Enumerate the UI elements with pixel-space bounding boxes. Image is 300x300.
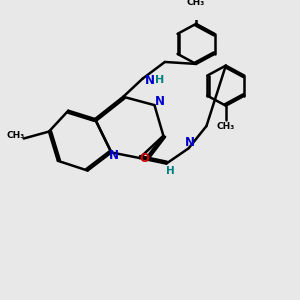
Text: O: O bbox=[139, 152, 149, 164]
Text: H: H bbox=[167, 167, 175, 176]
Text: CH₃: CH₃ bbox=[217, 122, 235, 131]
Text: CH₃: CH₃ bbox=[6, 131, 25, 140]
Text: N: N bbox=[145, 74, 155, 87]
Text: CH₃: CH₃ bbox=[187, 0, 205, 8]
Text: H: H bbox=[155, 75, 164, 85]
Text: N: N bbox=[109, 149, 119, 162]
Text: N: N bbox=[155, 95, 165, 108]
Text: N: N bbox=[185, 136, 195, 149]
